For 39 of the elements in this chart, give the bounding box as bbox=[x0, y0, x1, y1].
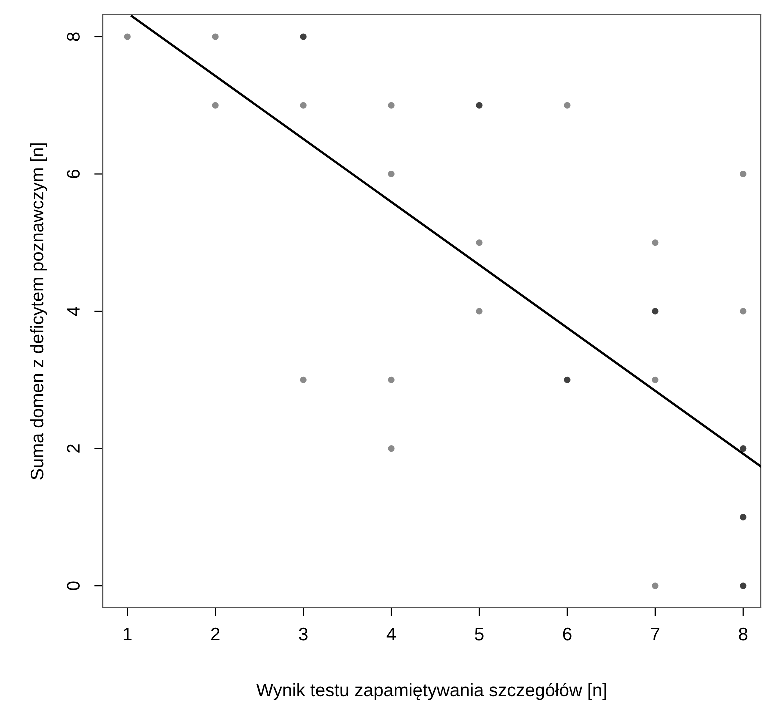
point bbox=[388, 446, 395, 452]
x-tick-label: 2 bbox=[211, 628, 220, 641]
point bbox=[388, 170, 395, 178]
point bbox=[740, 308, 747, 315]
x-tick-label: 3 bbox=[299, 628, 308, 641]
x-axis-title: Wynik testu zapamiętywania szczegółów [n] bbox=[256, 683, 606, 700]
point bbox=[300, 376, 307, 384]
x-tick-label: 6 bbox=[563, 628, 572, 641]
point bbox=[652, 240, 659, 246]
y-tick-label: 8 bbox=[67, 32, 80, 42]
point bbox=[476, 102, 483, 109]
x-tick-label: 8 bbox=[739, 628, 748, 641]
point bbox=[564, 102, 571, 109]
point bbox=[300, 102, 307, 109]
x-tick-label: 4 bbox=[386, 628, 396, 641]
point bbox=[740, 446, 747, 452]
point bbox=[388, 376, 395, 384]
y-tick-label: 6 bbox=[67, 170, 80, 178]
point bbox=[300, 34, 307, 40]
x-tick-label: 1 bbox=[124, 628, 132, 641]
point bbox=[476, 308, 483, 315]
point bbox=[740, 514, 747, 521]
point bbox=[652, 582, 659, 590]
x-tick-label: 5 bbox=[475, 628, 484, 641]
point bbox=[388, 102, 395, 109]
point bbox=[652, 308, 659, 315]
point bbox=[124, 34, 131, 40]
point bbox=[740, 582, 747, 590]
point bbox=[564, 376, 571, 384]
y-axis-title: Suma domen z deficytem poznawczym [n] bbox=[30, 144, 48, 480]
point bbox=[212, 34, 219, 40]
x-tick-label: 7 bbox=[651, 628, 660, 641]
point bbox=[740, 170, 747, 178]
point bbox=[652, 376, 659, 384]
y-tick-label: 2 bbox=[67, 444, 80, 453]
point bbox=[212, 102, 219, 109]
point bbox=[476, 240, 483, 246]
y-tick-label: 0 bbox=[67, 582, 80, 590]
y-tick-label: 4 bbox=[67, 307, 80, 316]
